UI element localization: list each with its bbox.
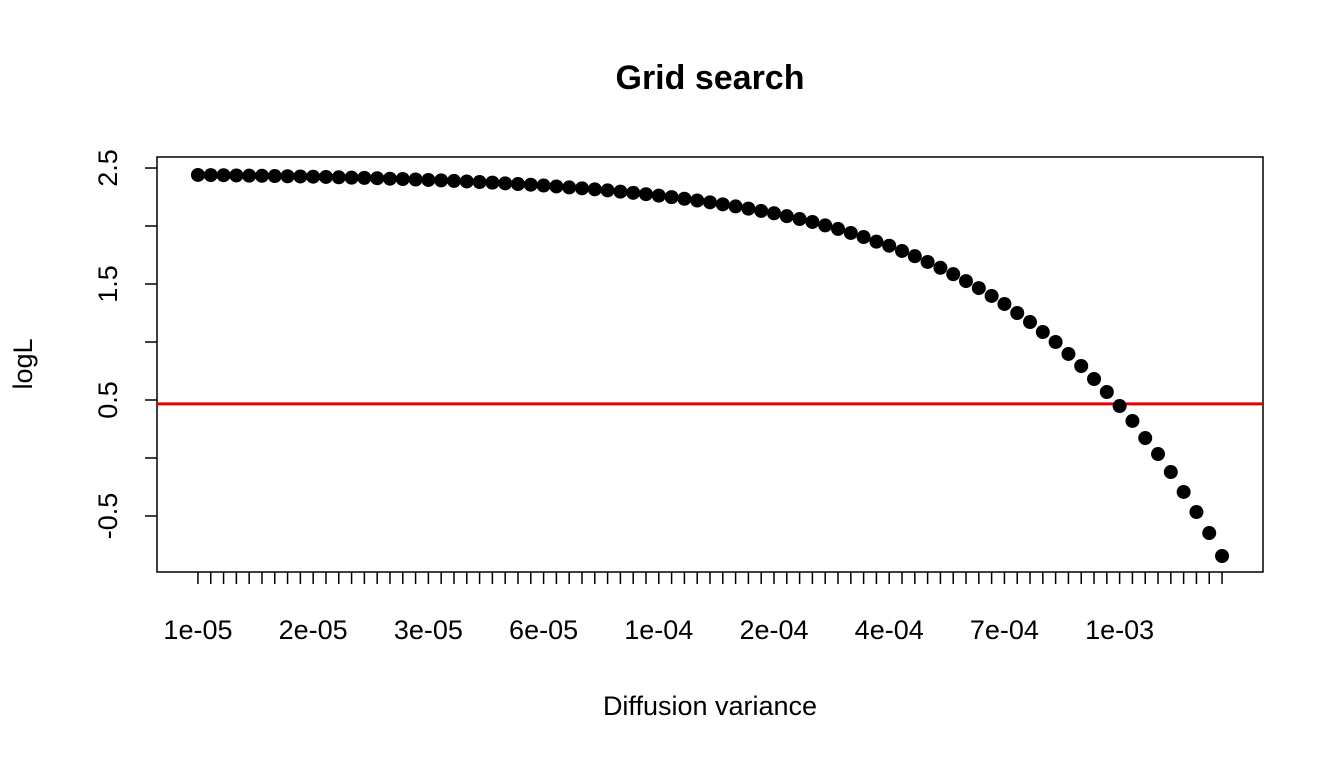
- point: [229, 168, 244, 183]
- y-tick-label: 0.5: [93, 381, 123, 419]
- point: [293, 169, 308, 184]
- point: [1061, 346, 1076, 361]
- point: [818, 218, 833, 233]
- point: [831, 221, 846, 236]
- point: [1035, 325, 1050, 340]
- x-tick-label: 1e-05: [163, 615, 232, 645]
- point: [587, 182, 602, 197]
- point: [1074, 359, 1089, 374]
- chart-title: Grid search: [616, 59, 805, 97]
- point: [318, 169, 333, 184]
- point: [472, 175, 487, 190]
- point: [498, 176, 513, 191]
- point: [485, 175, 500, 190]
- x-tick-label: 2e-05: [279, 615, 348, 645]
- point: [907, 249, 922, 264]
- point: [1189, 505, 1204, 520]
- point: [421, 172, 436, 187]
- point: [242, 168, 257, 183]
- y-tick-label: 1.5: [93, 265, 123, 303]
- point: [959, 274, 974, 289]
- point: [357, 170, 372, 185]
- point: [523, 177, 538, 192]
- point: [754, 203, 769, 218]
- point: [869, 234, 884, 249]
- point: [792, 212, 807, 227]
- point: [664, 190, 679, 205]
- point: [1023, 315, 1038, 330]
- point: [562, 180, 577, 195]
- point: [1125, 413, 1140, 428]
- point: [434, 173, 449, 188]
- point: [728, 199, 743, 214]
- point: [1163, 465, 1178, 480]
- point: [626, 185, 641, 200]
- point: [895, 243, 910, 258]
- point: [613, 184, 628, 199]
- point: [843, 225, 858, 240]
- point: [933, 260, 948, 275]
- point: [267, 169, 282, 184]
- point: [767, 206, 782, 221]
- y-tick-label: -0.5: [93, 493, 123, 540]
- point: [741, 201, 756, 216]
- point: [882, 238, 897, 253]
- point: [1099, 384, 1114, 399]
- point: [600, 183, 615, 198]
- point: [971, 281, 986, 296]
- y-axis-label: logL: [8, 338, 38, 389]
- point: [715, 197, 730, 212]
- x-tick-label: 7e-04: [970, 615, 1039, 645]
- x-tick-label: 3e-05: [394, 615, 463, 645]
- point: [370, 171, 385, 186]
- point: [254, 168, 269, 183]
- point: [1048, 334, 1063, 349]
- point: [638, 187, 653, 202]
- point: [446, 173, 461, 188]
- point: [984, 288, 999, 303]
- x-tick-label: 4e-04: [855, 615, 924, 645]
- point: [1176, 484, 1191, 499]
- point: [382, 171, 397, 186]
- point: [408, 172, 423, 187]
- y-tick-label: 2.5: [93, 149, 123, 187]
- point: [920, 254, 935, 269]
- point: [1087, 371, 1102, 386]
- point: [690, 193, 705, 208]
- point: [1215, 548, 1230, 563]
- x-tick-label: 1e-03: [1085, 615, 1154, 645]
- point: [395, 172, 410, 187]
- point: [1151, 447, 1166, 462]
- point: [677, 191, 692, 206]
- point: [510, 177, 525, 192]
- point: [1138, 431, 1153, 446]
- point: [805, 214, 820, 229]
- plot-frame: [156, 156, 1264, 573]
- x-tick-label: 6e-05: [509, 615, 578, 645]
- point: [1202, 526, 1217, 541]
- point: [1010, 306, 1025, 321]
- point: [997, 296, 1012, 311]
- point: [280, 169, 295, 184]
- point: [203, 168, 218, 183]
- point: [344, 170, 359, 185]
- point: [216, 168, 231, 183]
- point: [190, 167, 205, 182]
- point: [703, 195, 717, 210]
- x-axis-label: Diffusion variance: [603, 691, 817, 721]
- point: [536, 178, 551, 193]
- point: [651, 188, 666, 203]
- point: [331, 170, 346, 185]
- point: [549, 179, 564, 194]
- point: [946, 267, 961, 282]
- x-tick-label: 2e-04: [739, 615, 808, 645]
- point: [459, 174, 474, 189]
- point: [856, 230, 871, 245]
- point: [574, 181, 589, 196]
- point: [779, 209, 794, 224]
- point: [1112, 399, 1127, 414]
- point: [306, 169, 321, 184]
- x-tick-label: 1e-04: [624, 615, 693, 645]
